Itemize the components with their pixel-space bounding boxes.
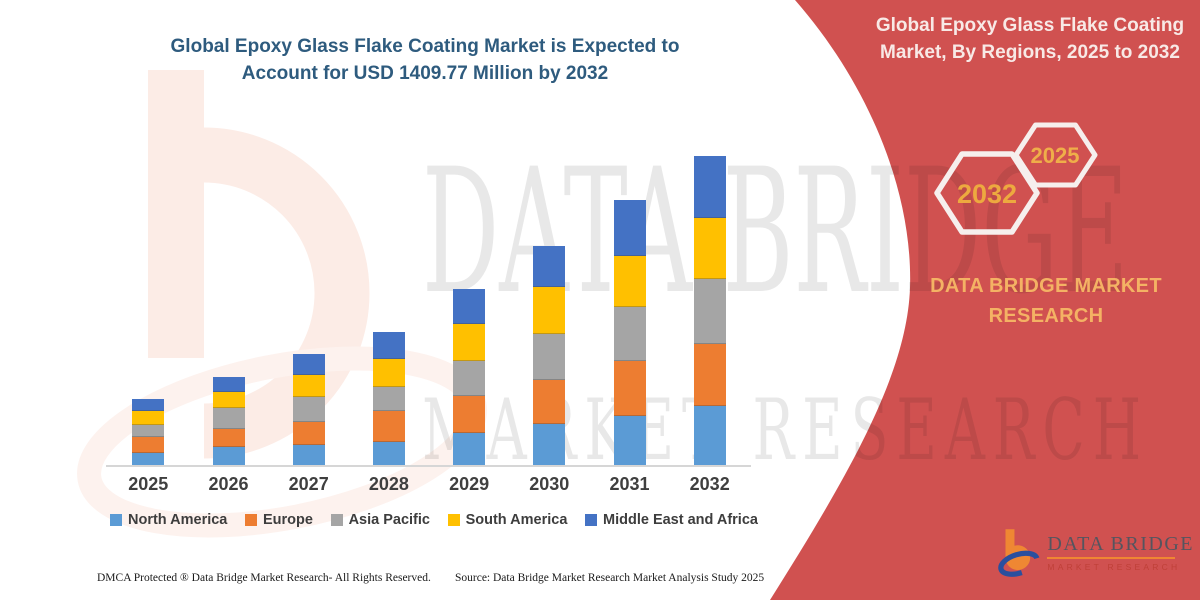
footer-dmca-text: DMCA Protected ® Data Bridge Market Rese… [97,572,431,584]
bar-segment-2025-south-america [132,410,165,425]
brand-text-line2: RESEARCH [988,305,1104,327]
logo-text-block: DATA BRIDGE MARKET RESEARCH [1047,534,1194,572]
bar-segment-2026-south-america [212,391,245,409]
hexagon-2032 [934,151,1040,235]
hexagon-2025-label: 2025 [1031,143,1080,168]
bar-segment-2029-europe [453,396,486,433]
logo-wordmark: DATA BRIDGE [1047,533,1194,555]
bar-segment-2027-asia-pacific [292,396,325,422]
legend-item-asia-pacific: Asia Pacific [330,512,430,528]
logo-underline [1047,557,1176,559]
x-axis-label-2032: 2032 [689,474,730,494]
bar-segment-2026-europe [212,429,245,448]
bar-segment-2027-south-america [292,374,325,397]
legend-item-middle-east-and-africa: Middle East and Africa [585,512,758,528]
bar-segment-2030-middle-east-and-africa [533,245,566,287]
bar-segment-2025-middle-east-and-africa [132,398,165,411]
panel-title-line1: Global Epoxy Glass Flake Coating [875,15,1185,36]
x-axis-label-2030: 2030 [529,474,570,494]
x-axis-label-2031: 2031 [609,474,650,494]
x-axis-label-2029: 2029 [449,474,490,494]
bar-2031 [613,199,646,466]
bar-2025 [132,398,165,466]
legend-label: Europe [263,512,313,528]
bar-segment-2032-middle-east-and-africa [693,155,726,218]
bar-segment-2032-north-america [693,405,726,466]
legend-label: Middle East and Africa [603,512,758,528]
company-logo: DATA BRIDGE MARKET RESEARCH [998,520,1194,588]
bar-segment-2032-asia-pacific [693,278,726,344]
bar-segment-2026-middle-east-and-africa [212,376,245,392]
bar-segment-2028-middle-east-and-africa [372,332,405,360]
bar-segment-2026-asia-pacific [212,408,245,430]
bar-2026 [212,376,245,466]
bar-segment-2029-north-america [453,433,486,466]
logo-subtext: MARKET RESEARCH [1047,562,1181,572]
bar-segment-2031-asia-pacific [613,306,646,361]
brand-text: DATA BRIDGE MARKET RESEARCH [926,271,1166,331]
bar-segment-2030-south-america [533,286,566,334]
legend-label: South America [465,512,568,528]
bar-segment-2029-middle-east-and-africa [453,289,486,324]
x-axis-label-2025: 2025 [128,474,169,494]
bar-2029 [453,289,486,466]
bar-segment-2027-north-america [292,444,325,466]
bar-2028 [372,332,405,466]
bar-segment-2029-asia-pacific [453,361,486,396]
x-axis-label-2027: 2027 [288,474,329,494]
legend-swatch-icon [330,514,343,526]
panel-title: Global Epoxy Glass Flake Coating Market,… [856,13,1200,66]
legend-swatch-icon [110,514,122,526]
bar-segment-2030-europe [533,380,566,424]
bar-segment-2029-south-america [453,324,486,361]
bar-segment-2028-asia-pacific [372,387,405,411]
footer-source-text: Source: Data Bridge Market Research Mark… [455,572,765,584]
bar-2030 [533,245,566,466]
x-axis-label-2026: 2026 [208,474,249,494]
legend-swatch-icon [245,514,257,526]
bar-segment-2031-europe [613,360,646,416]
x-axis-label-2028: 2028 [368,474,409,494]
bar-segment-2027-middle-east-and-africa [292,353,325,375]
bar-segment-2025-asia-pacific [132,424,165,437]
panel-title-line2: Market, By Regions, 2025 to 2032 [880,41,1180,63]
bar-segment-2032-south-america [693,217,726,279]
bar-segment-2031-middle-east-and-africa [613,199,646,256]
stacked-bar-chart: 2025 2026 2027 2028 2029 2030 2031 2032 [106,155,751,494]
legend-swatch-icon [447,514,460,526]
chart-legend: North America Europe Asia Pacific South Ame… [110,512,758,528]
bar-segment-2032-europe [693,343,726,406]
bar-segment-2028-europe [372,411,405,442]
bar-segment-2030-asia-pacific [533,334,566,380]
bar-segment-2028-north-america [372,442,405,466]
bar-segment-2030-north-america [533,424,566,466]
hexagon-2032-label: 2032 [957,179,1017,209]
chart-title: Global Epoxy Glass Flake Coating Market … [105,34,745,88]
bar-segment-2031-north-america [613,415,646,466]
legend-item-north-america: North America [110,512,227,528]
bar-segment-2025-europe [132,436,165,453]
bar-2032 [693,155,726,466]
bar-segment-2026-north-america [212,447,245,466]
x-axis-line [106,465,751,467]
chart-title-line1: Global Epoxy Glass Flake Coating Market … [170,36,680,57]
bar-2027 [292,353,325,466]
legend-label: North America [128,512,228,528]
logo-mark-icon [998,529,1040,577]
legend-swatch-icon [585,514,597,526]
bar-segment-2027-europe [292,421,325,445]
bar-segment-2028-south-america [372,359,405,387]
legend-item-south-america: South America [447,512,568,528]
hexagon-2025 [1013,122,1098,188]
bar-segment-2031-south-america [613,255,646,307]
legend-label: Asia Pacific [348,512,430,528]
legend-item-europe: Europe [245,512,313,528]
brand-text-line1: DATA BRIDGE MARKET [930,275,1162,297]
chart-title-line2: Account for USD 1409.77 Million by 2032 [241,62,609,84]
